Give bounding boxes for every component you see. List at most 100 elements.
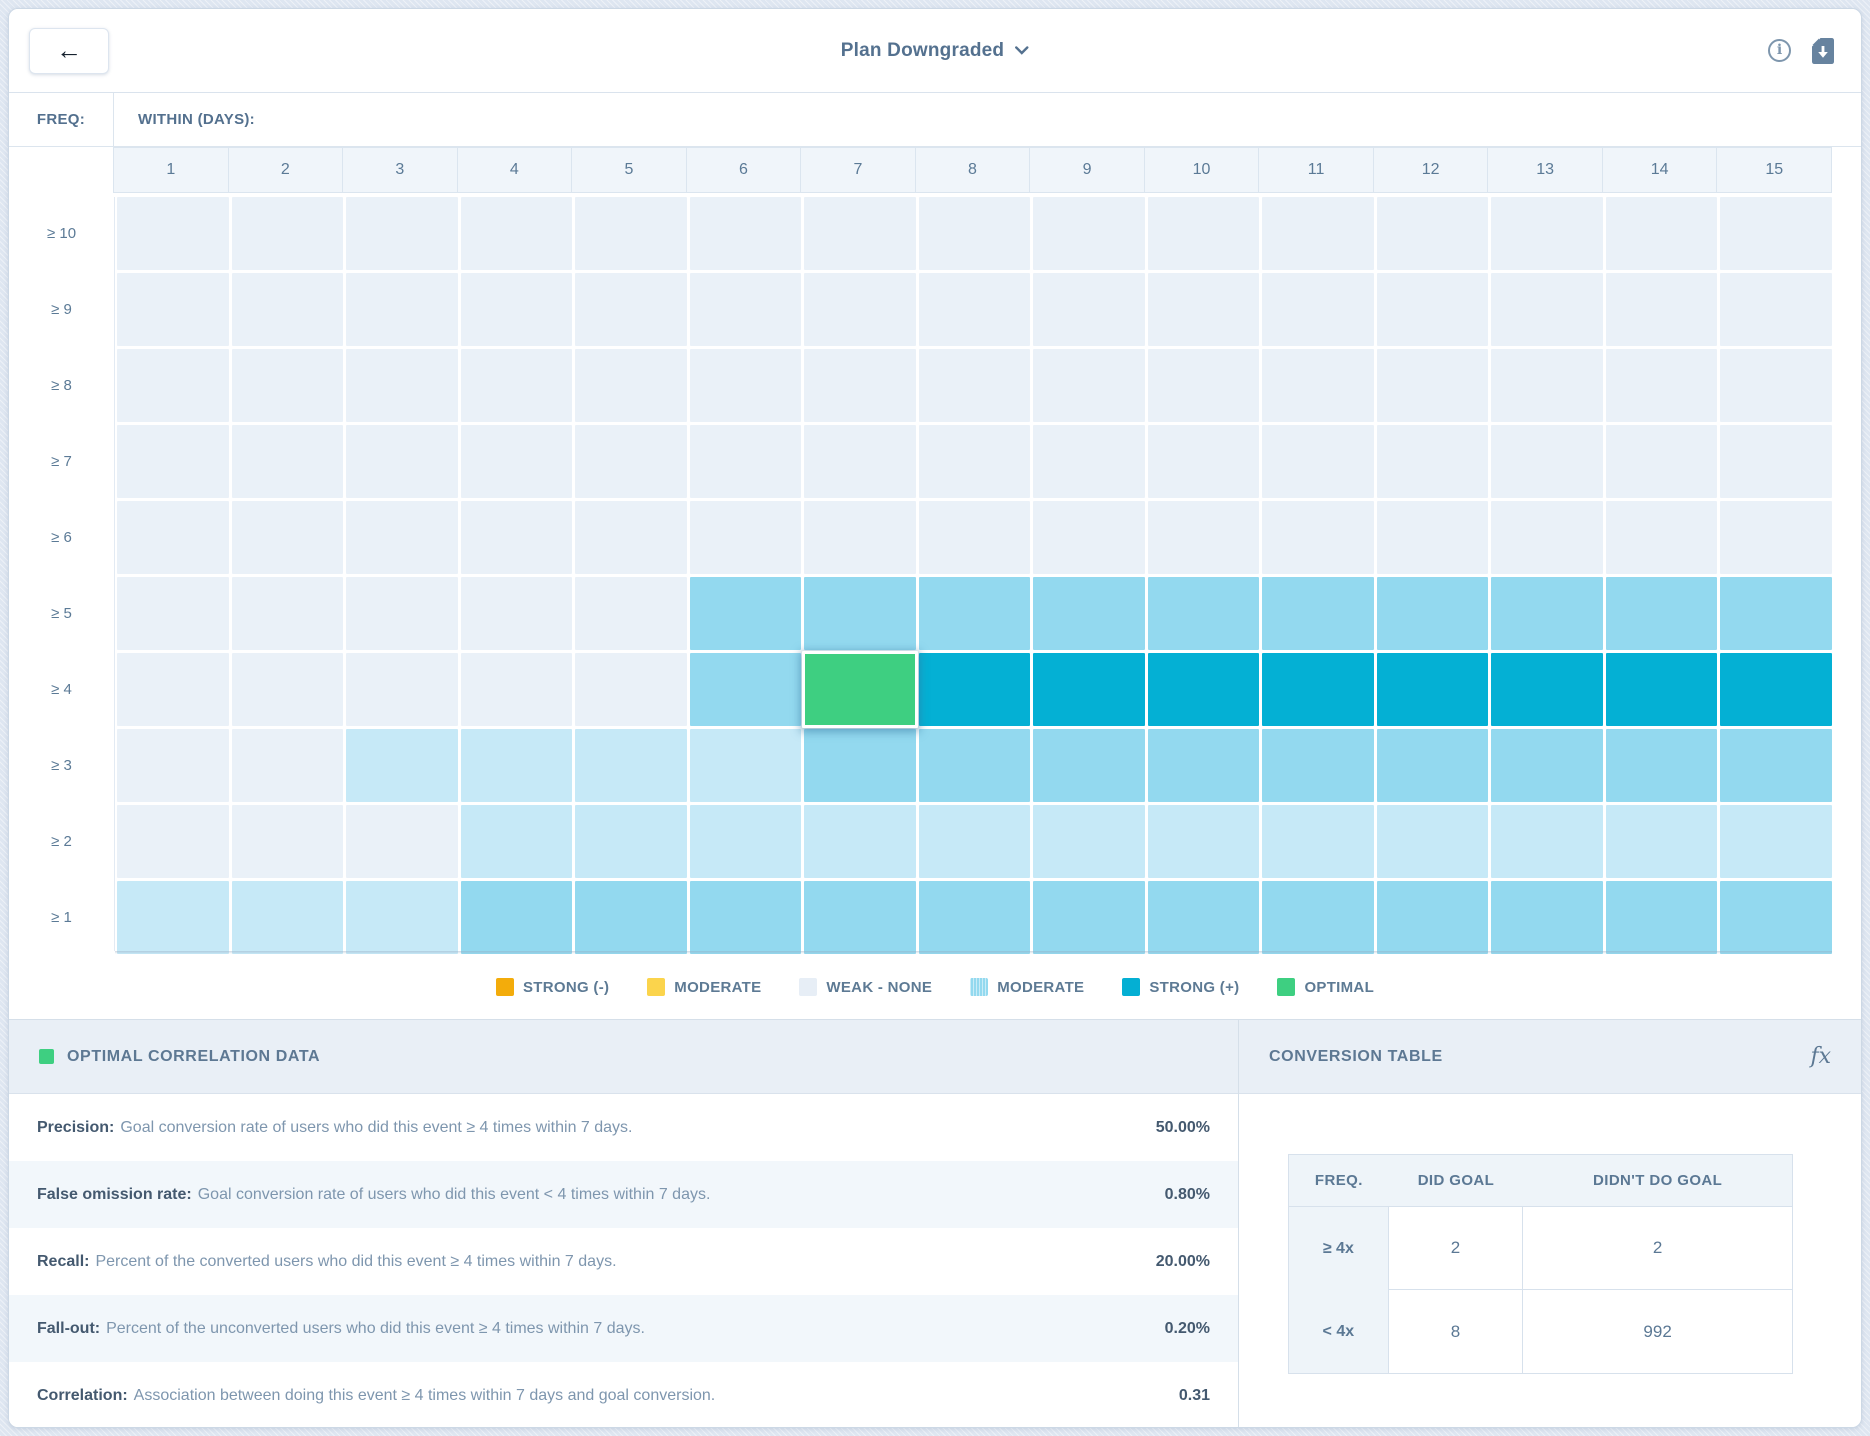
heatmap-cell[interactable] [231,197,344,270]
heatmap-cell[interactable] [575,729,687,802]
heatmap-cell[interactable] [231,729,344,802]
heatmap-cell[interactable] [1376,273,1489,346]
heatmap-cell[interactable] [1720,881,1832,954]
heatmap-cell[interactable] [1605,273,1718,346]
heatmap-cell[interactable] [918,349,1031,422]
heatmap-cell[interactable] [575,197,687,270]
heatmap-cell[interactable] [1491,729,1603,802]
heatmap-cell[interactable] [575,273,687,346]
heatmap-cell[interactable] [1605,577,1718,650]
heatmap-cell[interactable] [346,577,458,650]
heatmap-cell[interactable] [689,881,802,954]
heatmap-cell[interactable] [1147,653,1260,726]
heatmap-cell[interactable] [918,273,1031,346]
download-icon[interactable] [1811,37,1835,65]
heatmap-cell[interactable] [1720,577,1832,650]
heatmap-cell[interactable] [1491,653,1603,726]
heatmap-cell[interactable] [231,805,344,878]
heatmap-cell[interactable] [918,425,1031,498]
heatmap-cell[interactable] [1605,805,1718,878]
heatmap-cell[interactable] [117,881,229,954]
heatmap-cell[interactable] [117,273,229,346]
heatmap-cell[interactable] [1262,197,1374,270]
heatmap-cell[interactable] [689,349,802,422]
heatmap-cell[interactable] [1147,881,1260,954]
heatmap-cell[interactable] [1147,425,1260,498]
heatmap-cell[interactable] [460,501,573,574]
heatmap-cell[interactable] [1262,805,1374,878]
back-button[interactable]: ← [29,27,109,74]
heatmap-cell[interactable] [1262,881,1374,954]
heatmap-cell[interactable] [918,197,1031,270]
heatmap-cell[interactable] [346,501,458,574]
heatmap-cell[interactable] [1720,805,1832,878]
heatmap-cell[interactable] [346,653,458,726]
heatmap-cell[interactable] [1376,805,1489,878]
heatmap-cell[interactable] [1491,805,1603,878]
heatmap-cell[interactable] [1147,273,1260,346]
heatmap-cell[interactable] [117,501,229,574]
heatmap-cell[interactable] [1147,501,1260,574]
heatmap-cell[interactable] [1605,425,1718,498]
heatmap-cell[interactable] [1147,349,1260,422]
heatmap-cell[interactable] [1605,729,1718,802]
heatmap-cell[interactable] [1262,577,1374,650]
heatmap-cell[interactable] [1376,425,1489,498]
heatmap-cell[interactable] [804,881,916,954]
heatmap-cell[interactable] [1491,273,1603,346]
heatmap-cell[interactable] [1605,349,1718,422]
heatmap-cell[interactable] [1147,805,1260,878]
heatmap-cell[interactable] [1376,881,1489,954]
heatmap-cell[interactable] [804,729,916,802]
heatmap-cell[interactable] [1033,577,1145,650]
heatmap-cell[interactable] [689,577,802,650]
heatmap-cell[interactable] [1720,653,1832,726]
heatmap-cell[interactable] [689,425,802,498]
heatmap-cell[interactable] [346,881,458,954]
heatmap-cell[interactable] [689,501,802,574]
heatmap-cell[interactable] [1033,273,1145,346]
heatmap-cell[interactable] [117,805,229,878]
heatmap-cell[interactable] [918,729,1031,802]
heatmap-cell[interactable] [689,653,802,726]
heatmap-cell[interactable] [346,729,458,802]
heatmap-cell[interactable] [1033,425,1145,498]
heatmap-cell[interactable] [1262,273,1374,346]
heatmap-cell[interactable] [1147,577,1260,650]
heatmap-cell[interactable] [231,653,344,726]
heatmap-cell[interactable] [575,653,687,726]
heatmap-cell[interactable] [1033,729,1145,802]
heatmap-cell[interactable] [575,425,687,498]
heatmap-cell[interactable] [1491,425,1603,498]
heatmap-cell[interactable] [1720,729,1832,802]
heatmap-cell[interactable] [1491,881,1603,954]
heatmap-cell[interactable] [231,881,344,954]
heatmap-cell[interactable] [460,197,573,270]
heatmap-cell[interactable] [804,577,916,650]
heatmap-cell[interactable] [1720,501,1832,574]
heatmap-cell[interactable] [575,501,687,574]
heatmap-cell[interactable] [804,425,916,498]
heatmap-cell[interactable] [1720,349,1832,422]
heatmap-cell[interactable] [117,577,229,650]
heatmap-cell[interactable] [231,577,344,650]
heatmap-cell[interactable] [1376,197,1489,270]
heatmap-cell[interactable] [460,653,573,726]
heatmap-cell[interactable] [689,197,802,270]
heatmap-cell[interactable] [231,501,344,574]
heatmap-cell[interactable] [1605,653,1718,726]
heatmap-cell[interactable] [1033,881,1145,954]
heatmap-cell[interactable] [117,349,229,422]
heatmap-cell[interactable] [1605,197,1718,270]
heatmap-cell[interactable] [804,805,916,878]
heatmap-cell[interactable] [1720,197,1832,270]
heatmap-cell[interactable] [1720,273,1832,346]
heatmap-cell[interactable] [689,729,802,802]
heatmap-cell[interactable] [918,881,1031,954]
heatmap-cell[interactable] [804,197,916,270]
heatmap-cell[interactable] [575,349,687,422]
heatmap-cell[interactable] [1376,729,1489,802]
heatmap-cell[interactable] [804,273,916,346]
heatmap-cell[interactable] [1033,653,1145,726]
heatmap-cell[interactable] [575,881,687,954]
